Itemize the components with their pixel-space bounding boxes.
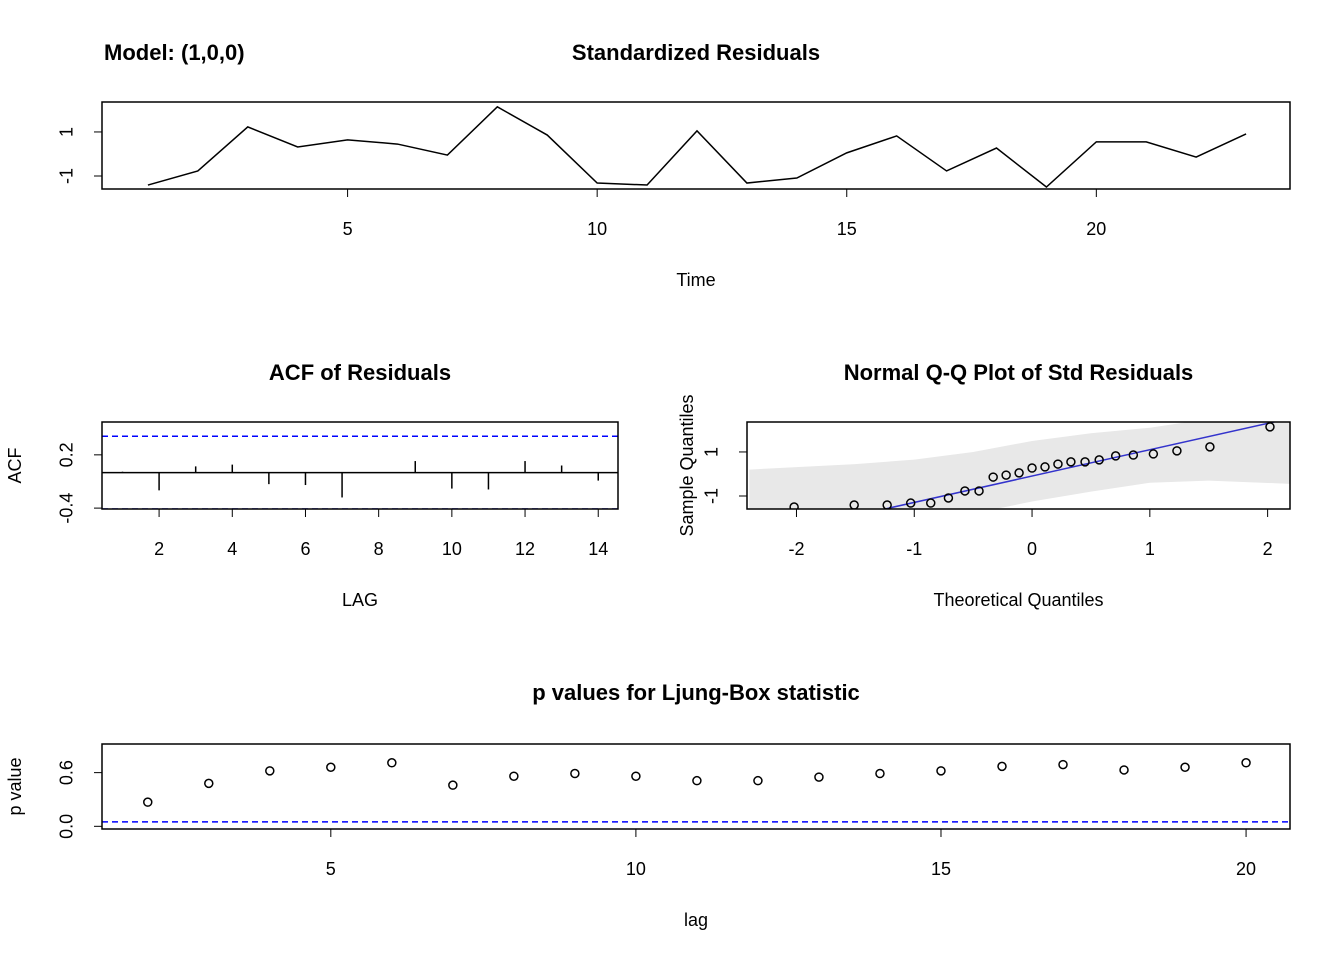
- point: [1110, 451, 1121, 461]
- point: [509, 771, 519, 781]
- x-tick-label: 14: [588, 539, 608, 559]
- x-tick-label: 4: [227, 539, 237, 559]
- confidence-band: [749, 422, 1290, 509]
- y-axis-label: p value: [5, 757, 25, 815]
- x-tick-label: 1: [1145, 539, 1155, 559]
- point: [1040, 462, 1050, 472]
- point: [988, 472, 998, 482]
- x-tick-label: 6: [300, 539, 310, 559]
- plot-frame: [746, 421, 1291, 510]
- model-label: Model: (1,0,0): [104, 40, 245, 65]
- y-tick-label: 0.0: [57, 814, 77, 839]
- point: [1001, 470, 1011, 480]
- point: [1172, 446, 1182, 456]
- x-tick-label: 0: [1027, 539, 1037, 559]
- x-axis-label: Theoretical Quantiles: [933, 590, 1103, 610]
- x-tick-label: 10: [587, 219, 607, 239]
- y-tick-label: 1: [57, 127, 77, 137]
- point: [1148, 449, 1159, 459]
- plot-area: [102, 758, 1290, 823]
- x-axis-label: LAG: [342, 590, 378, 610]
- point: [875, 768, 885, 779]
- point: [1058, 759, 1068, 770]
- plot-frame: [101, 421, 619, 510]
- y-axis-label: ACF: [5, 447, 25, 483]
- x-tick-label: 2: [154, 539, 164, 559]
- point: [925, 498, 936, 508]
- point: [692, 775, 702, 786]
- point: [1094, 455, 1104, 465]
- x-axis-label: Time: [676, 270, 715, 290]
- plot-area: [102, 435, 618, 509]
- plot-area: [749, 422, 1290, 509]
- point: [1119, 765, 1129, 775]
- x-tick-label: -2: [788, 539, 804, 559]
- series-line: [147, 105, 1247, 188]
- point: [326, 762, 336, 773]
- x-tick-label: 5: [343, 219, 353, 239]
- point: [631, 771, 641, 781]
- x-tick-label: 2: [1263, 539, 1273, 559]
- point: [974, 486, 984, 496]
- point: [1080, 457, 1090, 467]
- x-tick-label: -1: [906, 539, 922, 559]
- plot-frame: [101, 743, 1291, 830]
- point: [1053, 459, 1063, 469]
- point: [265, 766, 275, 776]
- point: [936, 766, 946, 776]
- y-tick-label: 0.2: [57, 442, 77, 467]
- x-tick-label: 12: [515, 539, 535, 559]
- y-tick-label: -1: [702, 488, 722, 504]
- point: [1241, 758, 1251, 768]
- point: [882, 500, 892, 509]
- y-tick-label: 1: [702, 447, 722, 457]
- x-tick-label: 5: [326, 859, 336, 879]
- panel-title: Normal Q-Q Plot of Std Residuals: [844, 360, 1194, 385]
- plot-area: [147, 105, 1247, 188]
- point: [1265, 422, 1275, 432]
- point: [1128, 450, 1139, 460]
- y-tick-label: -0.4: [57, 493, 77, 524]
- qq-line: [881, 422, 1278, 509]
- point: [204, 778, 214, 789]
- point: [960, 486, 970, 496]
- plot-frame: [101, 101, 1291, 190]
- x-axis-label: lag: [684, 910, 708, 930]
- x-tick-label: 10: [626, 859, 646, 879]
- x-tick-label: 10: [442, 539, 462, 559]
- point: [1205, 442, 1215, 452]
- y-axis-label: Sample Quantiles: [677, 394, 697, 536]
- point: [997, 761, 1007, 772]
- point: [570, 768, 580, 779]
- panel-title: p values for Ljung-Box statistic: [532, 680, 860, 705]
- y-tick-label: 0.6: [57, 760, 77, 785]
- point: [789, 502, 799, 509]
- point: [1027, 463, 1037, 473]
- panel-title: Standardized Residuals: [572, 40, 820, 65]
- x-tick-label: 8: [374, 539, 384, 559]
- point: [1014, 468, 1024, 478]
- point: [143, 797, 153, 807]
- point: [1066, 457, 1076, 467]
- point: [753, 775, 763, 786]
- y-tick-label: -1: [57, 168, 77, 184]
- x-tick-label: 20: [1086, 219, 1106, 239]
- panel-title: ACF of Residuals: [269, 360, 451, 385]
- point: [905, 498, 916, 508]
- x-tick-label: 15: [837, 219, 857, 239]
- point: [943, 493, 954, 503]
- point: [849, 500, 859, 509]
- x-tick-label: 20: [1236, 859, 1256, 879]
- point: [387, 758, 397, 768]
- point: [814, 772, 824, 782]
- point: [1180, 762, 1190, 773]
- point: [448, 780, 458, 790]
- x-tick-label: 15: [931, 859, 951, 879]
